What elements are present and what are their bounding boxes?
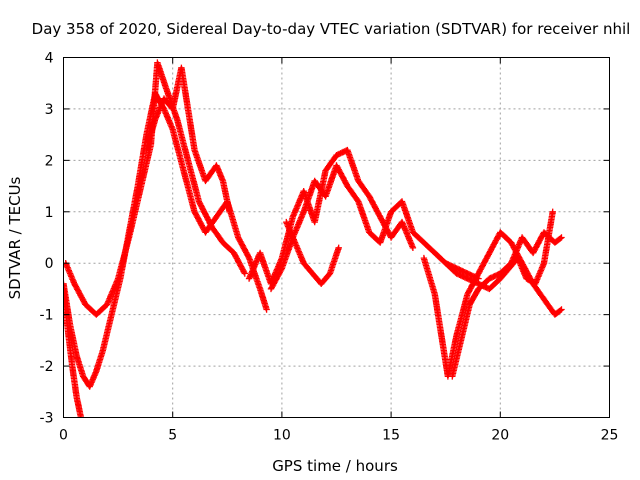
x-tick-label: 15	[382, 428, 400, 444]
chart-title: Day 358 of 2020, Sidereal Day-to-day VTE…	[32, 20, 631, 38]
series-track-2	[63, 285, 85, 418]
y-tick-label: 4	[45, 51, 54, 67]
plus-markers	[283, 218, 342, 287]
axis-ticks: 0 5 10 15 20 25 -3 -2 -1 0 1 2 3 4	[40, 51, 619, 444]
plus-markers	[267, 162, 482, 293]
series-track-7	[283, 218, 342, 287]
series-track-1	[63, 90, 270, 390]
plus-markers	[63, 285, 85, 418]
plus-markers	[143, 64, 233, 215]
plus-markers	[245, 146, 417, 287]
x-tick-label: 25	[601, 428, 619, 444]
y-tick-label: -3	[40, 411, 54, 427]
y-tick-label: 1	[45, 205, 54, 221]
plus-markers	[442, 208, 556, 293]
series-track-10	[442, 208, 556, 293]
plus-markers	[63, 90, 270, 390]
x-tick-label: 20	[491, 428, 509, 444]
y-tick-label: 0	[45, 256, 54, 272]
grid	[63, 57, 610, 418]
series-track-3	[63, 59, 248, 318]
x-tick-label: 10	[273, 428, 291, 444]
y-tick-label: -2	[40, 359, 54, 375]
y-tick-label: 3	[45, 102, 54, 118]
series-track-4	[143, 64, 233, 215]
series-track-6	[267, 162, 482, 293]
x-tick-label: 5	[168, 428, 177, 444]
x-axis-label: GPS time / hours	[272, 457, 398, 475]
series-track-5	[245, 146, 417, 287]
y-axis-label: SDTVAR / TECUs	[6, 176, 24, 299]
plot-frame	[63, 57, 610, 418]
x-tick-label: 0	[59, 428, 68, 444]
y-tick-label: -1	[40, 308, 54, 324]
y-tick-label: 2	[45, 153, 54, 169]
plus-markers	[63, 59, 248, 318]
